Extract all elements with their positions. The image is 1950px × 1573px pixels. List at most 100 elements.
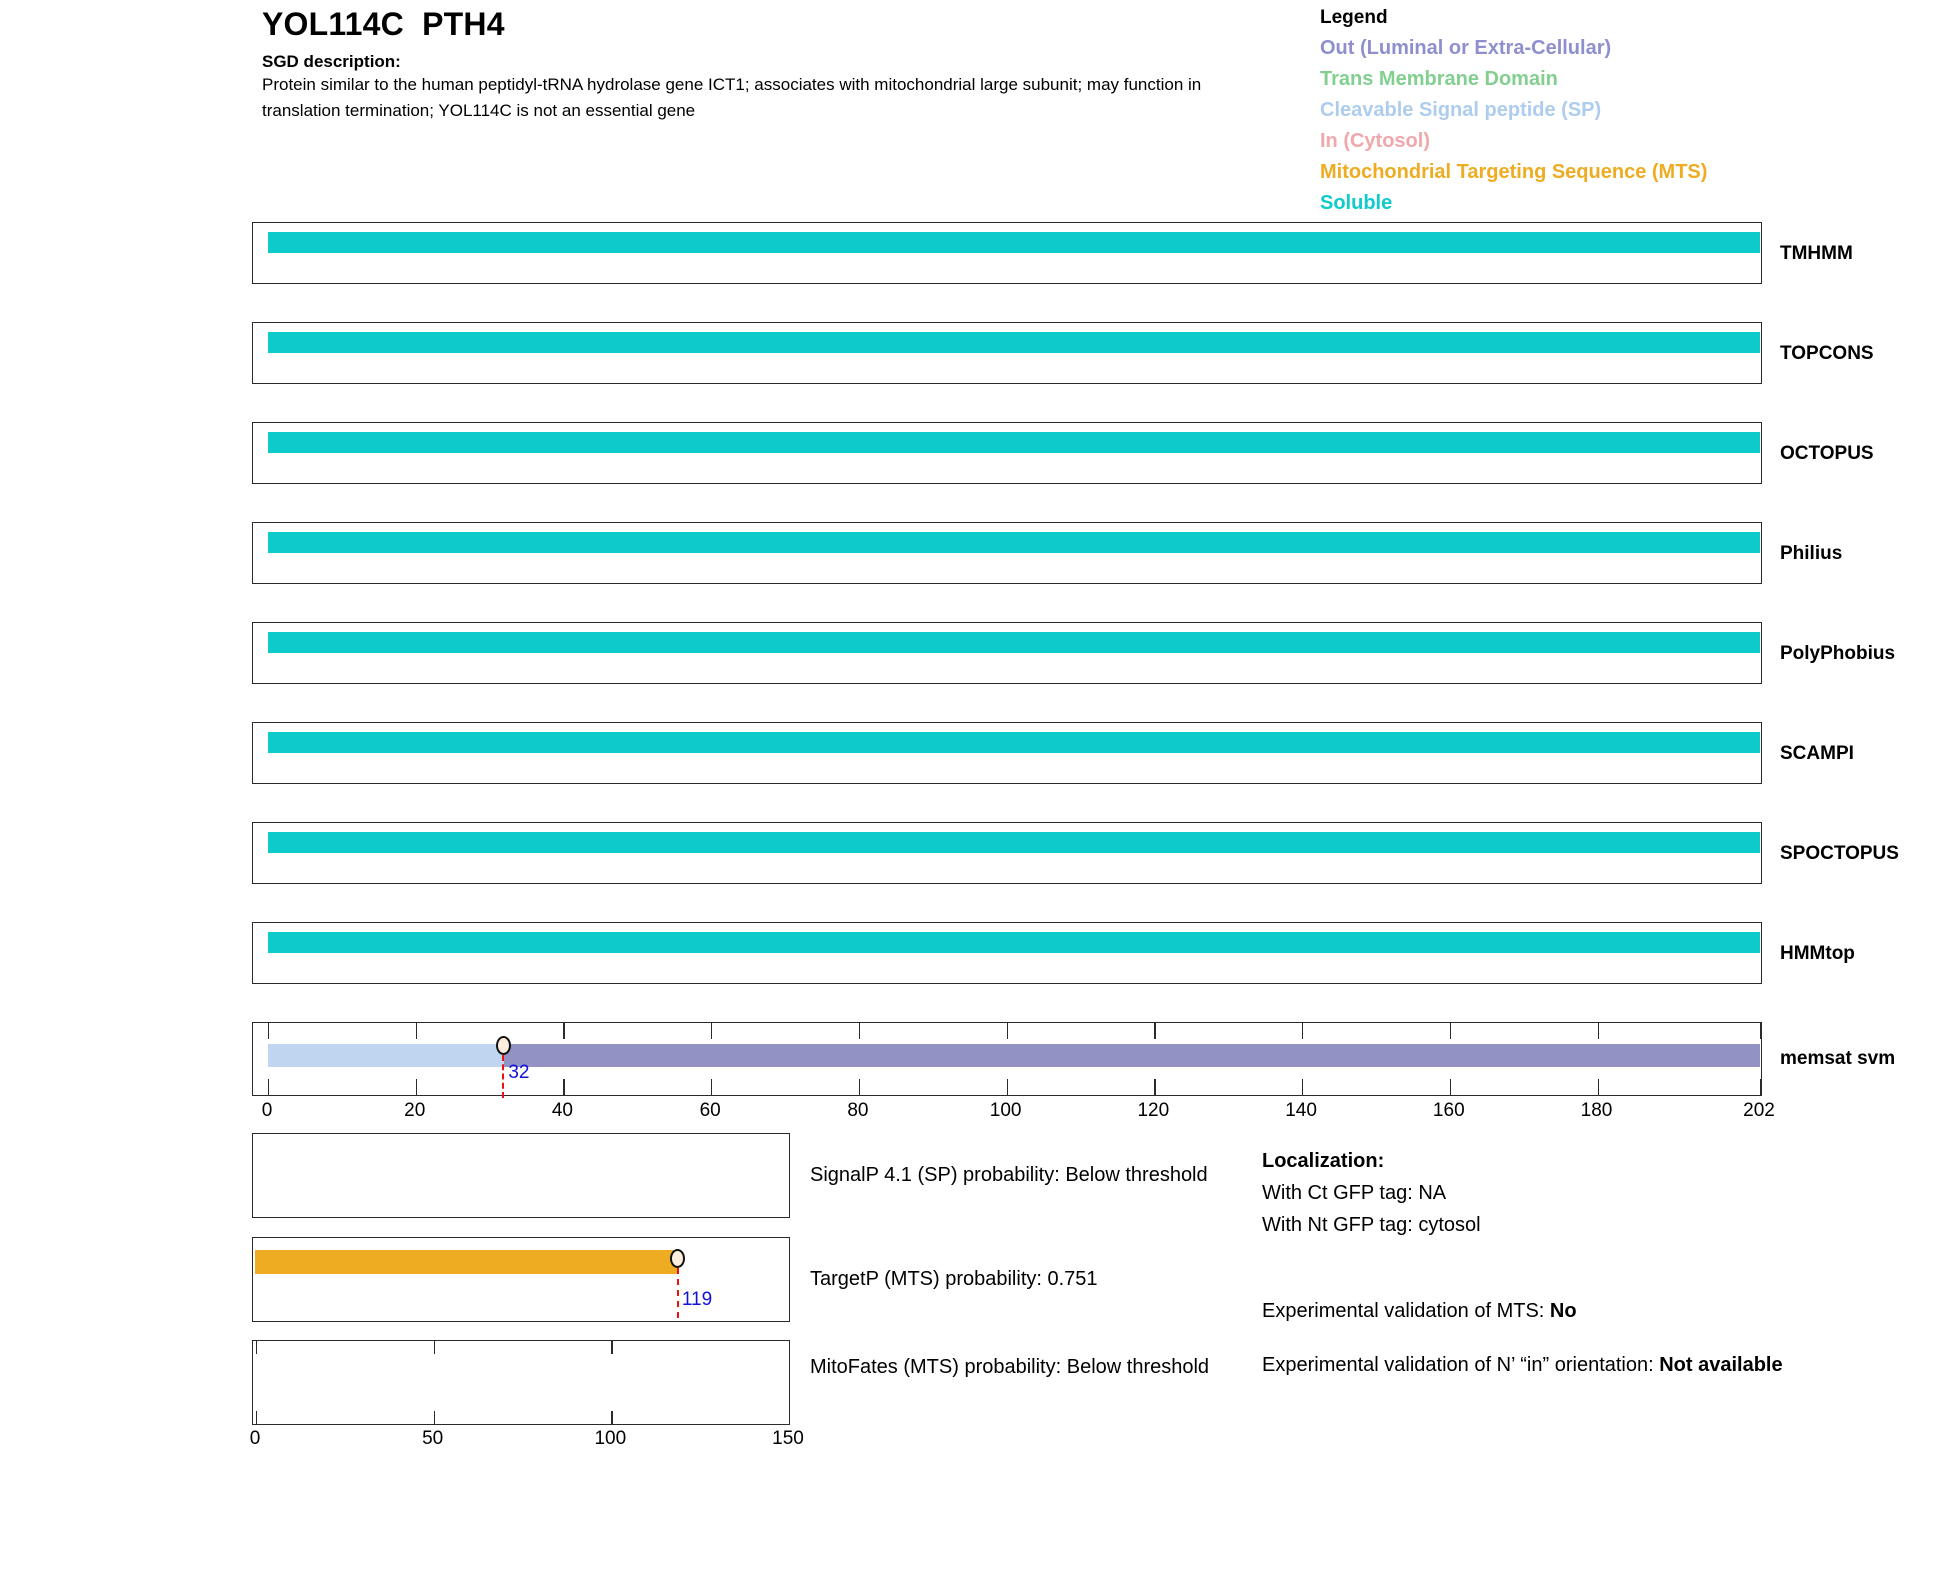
track-box-octopus	[252, 422, 1762, 484]
axis-tick-label: 20	[404, 1100, 426, 1121]
axis-tick	[1006, 1023, 1008, 1039]
axis-tick-label: 0	[261, 1100, 273, 1121]
axis-tick	[415, 1079, 418, 1095]
panel-axis-tick-label: 100	[594, 1428, 627, 1449]
track-box-hmmtop	[252, 922, 1762, 984]
track-box-topcons	[252, 322, 1762, 384]
axis-tick-label: 202	[1743, 1100, 1775, 1121]
sgd-description-text: Protein similar to the human peptidyl-tR…	[262, 75, 1202, 120]
localization-panel: Localization: With Ct GFP tag: NA With N…	[1262, 1145, 1882, 1381]
axis-tick-label: 140	[1285, 1100, 1317, 1121]
track-label-scampi: SCAMPI	[1780, 743, 1854, 764]
targetp-marker-value: 119	[681, 1289, 713, 1310]
axis-tick	[563, 1079, 565, 1095]
panel-axis-tick-label: 0	[249, 1428, 261, 1449]
memsat-cleavage-marker	[496, 1036, 512, 1055]
axis-tick-label: 80	[847, 1100, 869, 1121]
experimental-validation-orientation-label: Experimental validation of N’ “in” orien…	[1262, 1354, 1660, 1376]
axis-tick-label: 60	[699, 1100, 721, 1121]
panel-axis-tick	[433, 1411, 435, 1424]
axis-tick	[1302, 1023, 1304, 1039]
memsat-marker-value: 32	[508, 1062, 530, 1083]
legend-item-soluble: Soluble	[1320, 192, 1393, 214]
memsat-marker-line	[502, 1055, 505, 1098]
axis-tick	[268, 1023, 270, 1039]
panel-axis-tick	[789, 1411, 791, 1424]
track-segment-soluble	[268, 332, 1760, 353]
mitofates-panel-box	[252, 1340, 791, 1425]
memsat-segment-signal_peptide	[268, 1044, 505, 1067]
axis-tick	[858, 1023, 861, 1039]
legend-title: Legend	[1320, 7, 1388, 28]
experimental-validation-orientation-value: Not available	[1659, 1354, 1783, 1376]
page-title: YOL114C PTH4	[262, 6, 505, 42]
track-box-philius	[252, 522, 1762, 584]
axis-tick	[858, 1079, 861, 1095]
track-segment-soluble	[268, 232, 1760, 253]
axis-tick	[1302, 1079, 1304, 1095]
axis-tick	[711, 1079, 713, 1095]
spacer	[1262, 1241, 1882, 1273]
track-segment-soluble	[268, 632, 1760, 653]
axis-tick	[563, 1023, 565, 1039]
axis-tick	[1597, 1023, 1599, 1039]
axis-tick	[1760, 1079, 1762, 1095]
axis-tick	[1449, 1023, 1452, 1039]
track-segment-soluble	[268, 932, 1760, 953]
track-label-octopus: OCTOPUS	[1780, 443, 1874, 464]
axis-tick-label: 160	[1432, 1100, 1465, 1121]
legend-item-mts: Mitochondrial Targeting Sequence (MTS)	[1320, 161, 1708, 183]
legend-item-out: Out (Luminal or Extra-Cellular)	[1320, 37, 1612, 59]
panel-axis-tick	[611, 1411, 613, 1424]
experimental-validation-mts: Experimental validation of MTS: No	[1262, 1295, 1882, 1327]
axis-tick-label: 120	[1137, 1100, 1170, 1121]
track-label-topcons: TOPCONS	[1780, 343, 1874, 364]
targetp-description: TargetP (MTS) probability: 0.751	[810, 1268, 1098, 1290]
targetp-bar	[255, 1250, 678, 1274]
track-box-polyphobius	[252, 622, 1762, 684]
axis-tick-label: 100	[989, 1100, 1022, 1121]
sgd-description-label: SGD description:	[262, 52, 401, 71]
track-box-spoctopus	[252, 822, 1762, 884]
axis-tick	[1760, 1023, 1762, 1039]
panel-axis-tick-label: 150	[772, 1428, 804, 1449]
axis-tick	[1154, 1023, 1156, 1039]
legend-item-in-cytosol: In (Cytosol)	[1320, 130, 1430, 152]
targetp-marker-line	[676, 1268, 679, 1318]
axis-tick-label: 40	[551, 1100, 574, 1121]
memsat-svm-track-box	[252, 1022, 1762, 1096]
track-label-philius: Philius	[1780, 543, 1843, 564]
signalp-description: SignalP 4.1 (SP) probability: Below thre…	[810, 1164, 1208, 1186]
legend-item-signal-peptide: Cleavable Signal peptide (SP)	[1320, 99, 1602, 121]
axis-tick-label: 180	[1580, 1100, 1613, 1121]
axis-tick	[1449, 1079, 1452, 1095]
track-segment-soluble	[268, 732, 1760, 753]
experimental-validation-mts-label: Experimental validation of MTS:	[1262, 1300, 1550, 1322]
axis-tick	[415, 1023, 418, 1039]
axis-tick	[1597, 1079, 1599, 1095]
track-segment-soluble	[268, 532, 1760, 553]
track-segment-soluble	[268, 432, 1760, 453]
panel-axis-tick	[433, 1341, 435, 1354]
targetp-marker	[669, 1249, 685, 1268]
track-label-polyphobius: PolyPhobius	[1780, 643, 1896, 664]
track-box-tmhmm	[252, 222, 1762, 284]
panel-axis-tick	[789, 1341, 791, 1354]
mitofates-description: MitoFates (MTS) probability: Below thres…	[810, 1356, 1210, 1378]
localization-heading: Localization:	[1262, 1150, 1385, 1172]
experimental-validation-mts-value: No	[1549, 1300, 1577, 1322]
track-label-hmmtop: HMMtop	[1780, 943, 1855, 964]
axis-tick	[1154, 1079, 1156, 1095]
axis-tick	[268, 1079, 270, 1095]
track-segment-soluble	[268, 832, 1760, 853]
experimental-validation-orientation: Experimental validation of N’ “in” orien…	[1262, 1349, 1882, 1381]
memsat-segment-out	[504, 1044, 1760, 1067]
localization-ct-gfp: With Ct GFP tag: NA	[1262, 1182, 1447, 1204]
signalp-panel-box	[252, 1133, 790, 1218]
panel-axis-tick	[611, 1341, 613, 1354]
panel-axis-tick	[256, 1341, 258, 1354]
panel-axis-tick-label: 50	[422, 1428, 444, 1449]
track-box-scampi	[252, 722, 1762, 784]
track-label-memsat-svm: memsat svm	[1780, 1048, 1896, 1069]
legend-item-tmd: Trans Membrane Domain	[1320, 68, 1558, 90]
